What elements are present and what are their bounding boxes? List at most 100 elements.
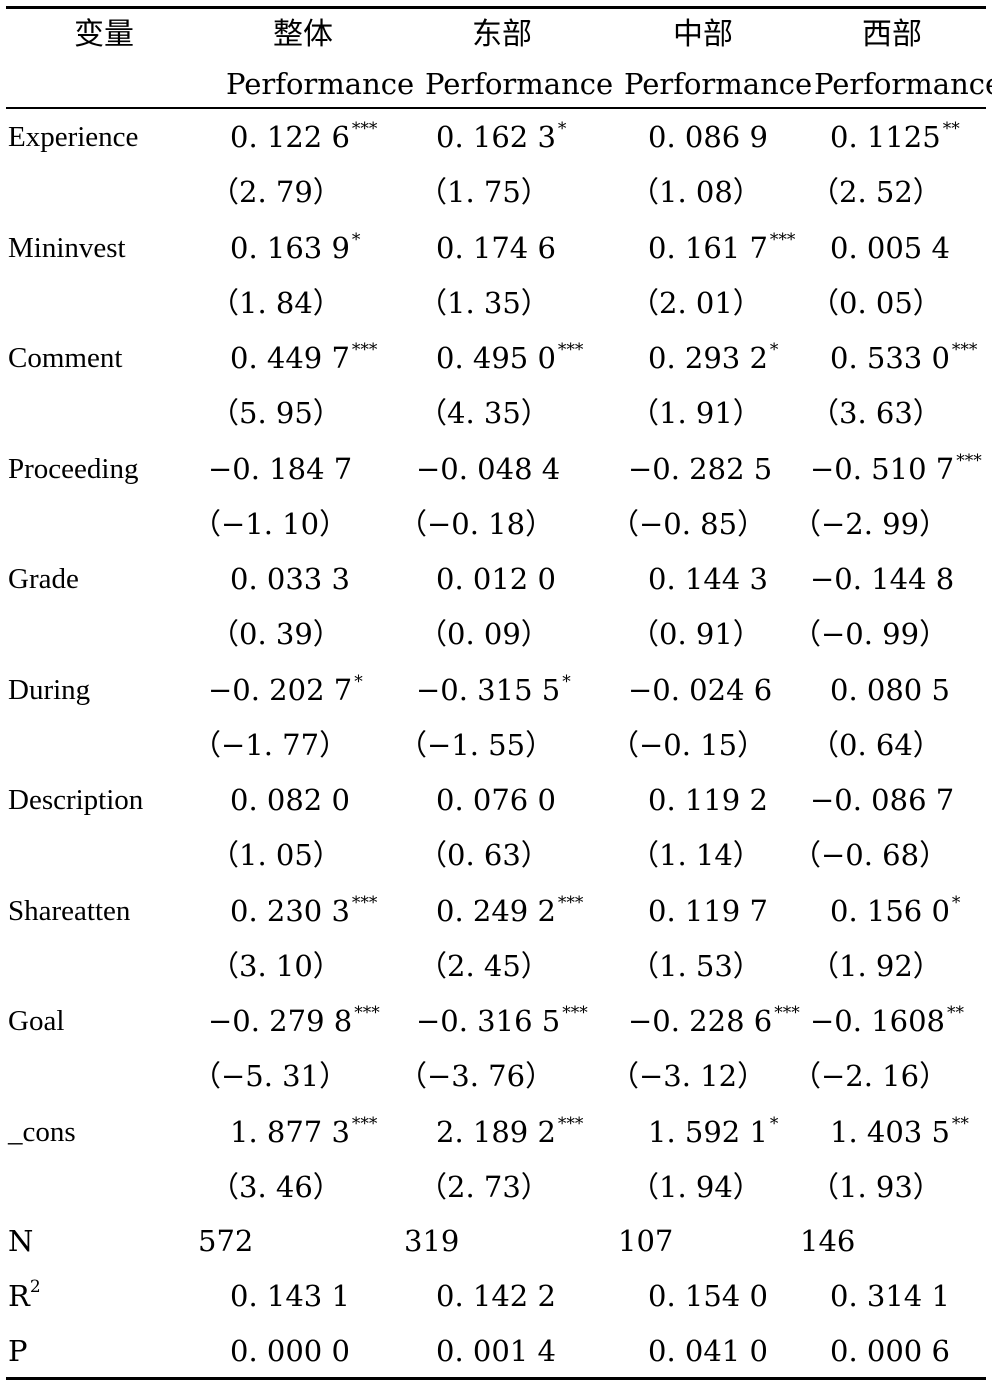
table-cell: 146 — [800, 1224, 856, 1258]
header-group-west: 西部 — [862, 17, 922, 52]
coef-value: −0. 316 5 — [416, 1004, 561, 1038]
coef-cell: −0. 086 7 — [810, 783, 954, 817]
coef-cell: 2. 189 2 *** — [436, 1114, 584, 1154]
coef-value: 2. 189 2 — [436, 1115, 556, 1149]
significance-stars: *** — [557, 340, 584, 360]
coef-cell: 1. 592 1 * — [648, 1114, 778, 1154]
t-stat-cell: （1. 05） — [210, 838, 342, 872]
row-label: During — [8, 674, 91, 706]
significance-stars: ** — [947, 1003, 964, 1023]
t-stat-cell: （1. 92） — [810, 949, 942, 983]
coef-value: 0. 230 3 — [230, 894, 350, 928]
table-cell: 0. 000 6 — [830, 1334, 950, 1368]
table-cell: 107 — [618, 1224, 674, 1258]
t-stat-cell: （1. 14） — [630, 838, 762, 872]
t-stat-cell: （1. 84） — [210, 286, 342, 320]
header-group-overall: 整体 — [273, 17, 333, 52]
significance-stars: *** — [769, 230, 796, 250]
row-label: Mininvest — [8, 232, 126, 264]
table-cell: 0. 142 2 — [436, 1279, 556, 1313]
t-stat-cell: （0. 09） — [418, 617, 550, 651]
t-stat-cell: （0. 64） — [810, 728, 942, 762]
coef-cell: 0. 293 2 * — [648, 340, 779, 380]
coef-value: −0. 144 8 — [810, 562, 955, 596]
coef-cell: 0. 144 3 — [648, 562, 768, 596]
coef-value: 0. 086 9 — [648, 120, 768, 154]
coef-cell: 0. 162 3 * — [436, 119, 567, 159]
coef-cell: 0. 495 0 *** — [436, 340, 584, 380]
coef-value: 0. 162 3 — [436, 120, 556, 154]
significance-stars: *** — [557, 1114, 584, 1134]
t-stat-cell: （3. 63） — [810, 396, 942, 430]
row-label: Proceeding — [8, 453, 139, 485]
t-stat-cell: （1. 35） — [418, 286, 550, 320]
t-stat-cell: （1. 93） — [810, 1170, 942, 1204]
coef-cell: 0. 1125 ** — [830, 119, 960, 159]
significance-stars: * — [562, 672, 571, 692]
coef-value: 0. 082 0 — [230, 783, 350, 817]
significance-stars: *** — [351, 1114, 378, 1134]
significance-stars: *** — [774, 1003, 800, 1023]
significance-stars: *** — [354, 1003, 380, 1023]
table-cell: 0. 154 0 — [648, 1279, 768, 1313]
coef-value: 0. 1125 — [830, 120, 941, 154]
coef-cell: −0. 315 5 * — [416, 672, 571, 712]
r2-letter: R — [8, 1279, 30, 1313]
coef-value: 0. 161 7 — [648, 231, 768, 265]
t-stat-cell: （1. 91） — [630, 396, 762, 430]
coef-cell: 0. 163 9 * — [230, 230, 360, 270]
table-cell: 0. 001 4 — [436, 1334, 556, 1368]
coef-value: −0. 024 6 — [628, 673, 773, 707]
table-cell: 319 — [404, 1224, 460, 1258]
coef-value: 1. 592 1 — [648, 1115, 768, 1149]
coef-value: −0. 282 5 — [628, 452, 773, 486]
coef-cell: 0. 086 9 — [648, 120, 768, 154]
t-stat-cell: （2. 52） — [810, 175, 942, 209]
header-dep-var: Performance — [624, 67, 813, 101]
coef-value: 0. 076 0 — [436, 783, 556, 817]
significance-stars: *** — [557, 893, 584, 913]
bottom-rule — [6, 1377, 986, 1380]
coef-value: 0. 156 0 — [830, 894, 950, 928]
coef-cell: 0. 161 7 *** — [648, 230, 796, 270]
t-stat-cell: （5. 95） — [210, 396, 342, 430]
significance-stars: *** — [351, 119, 378, 139]
row-label-r2: R2 — [8, 1277, 41, 1318]
row-label: Experience — [8, 121, 139, 153]
t-stat-cell: （0. 63） — [418, 838, 550, 872]
significance-stars: * — [557, 119, 567, 139]
row-label: Grade — [8, 563, 79, 595]
significance-stars: *** — [951, 340, 978, 360]
table-cell: 0. 041 0 — [648, 1334, 768, 1368]
coef-value: 0. 163 9 — [230, 231, 350, 265]
row-label: _cons — [8, 1116, 76, 1148]
coef-cell: 0. 005 4 — [830, 231, 950, 265]
t-stat-cell: （−1. 77） — [192, 728, 349, 762]
significance-stars: * — [769, 340, 779, 360]
coef-cell: 0. 080 5 — [830, 673, 950, 707]
coef-cell: 0. 119 2 — [648, 783, 768, 817]
coef-value: 0. 122 6 — [230, 120, 350, 154]
t-stat-cell: （0. 39） — [210, 617, 342, 651]
t-stat-cell: （1. 53） — [630, 949, 762, 983]
table-cell: 0. 314 1 — [830, 1279, 950, 1313]
coef-cell: 0. 230 3 *** — [230, 893, 378, 933]
t-stat-cell: （−1. 55） — [398, 728, 555, 762]
t-stat-cell: （−2. 99） — [792, 507, 949, 541]
significance-stars: ** — [951, 1114, 969, 1134]
coef-value: −0. 1608 — [810, 1004, 945, 1038]
significance-stars: *** — [351, 893, 378, 913]
t-stat-cell: （−1. 10） — [192, 507, 349, 541]
coef-cell: 0. 012 0 — [436, 562, 556, 596]
coef-cell: −0. 202 7 * — [208, 672, 363, 712]
header-dep-var: Performance — [425, 67, 614, 101]
coef-cell: −0. 510 7 *** — [810, 451, 982, 491]
top-rule — [6, 6, 986, 9]
t-stat-cell: （−0. 15） — [610, 728, 767, 762]
t-stat-cell: （2. 45） — [418, 949, 550, 983]
t-stat-cell: （−0. 68） — [792, 838, 949, 872]
coef-cell: 0. 033 3 — [230, 562, 350, 596]
coef-cell: −0. 048 4 — [416, 452, 560, 486]
coef-cell: 0. 082 0 — [230, 783, 350, 817]
